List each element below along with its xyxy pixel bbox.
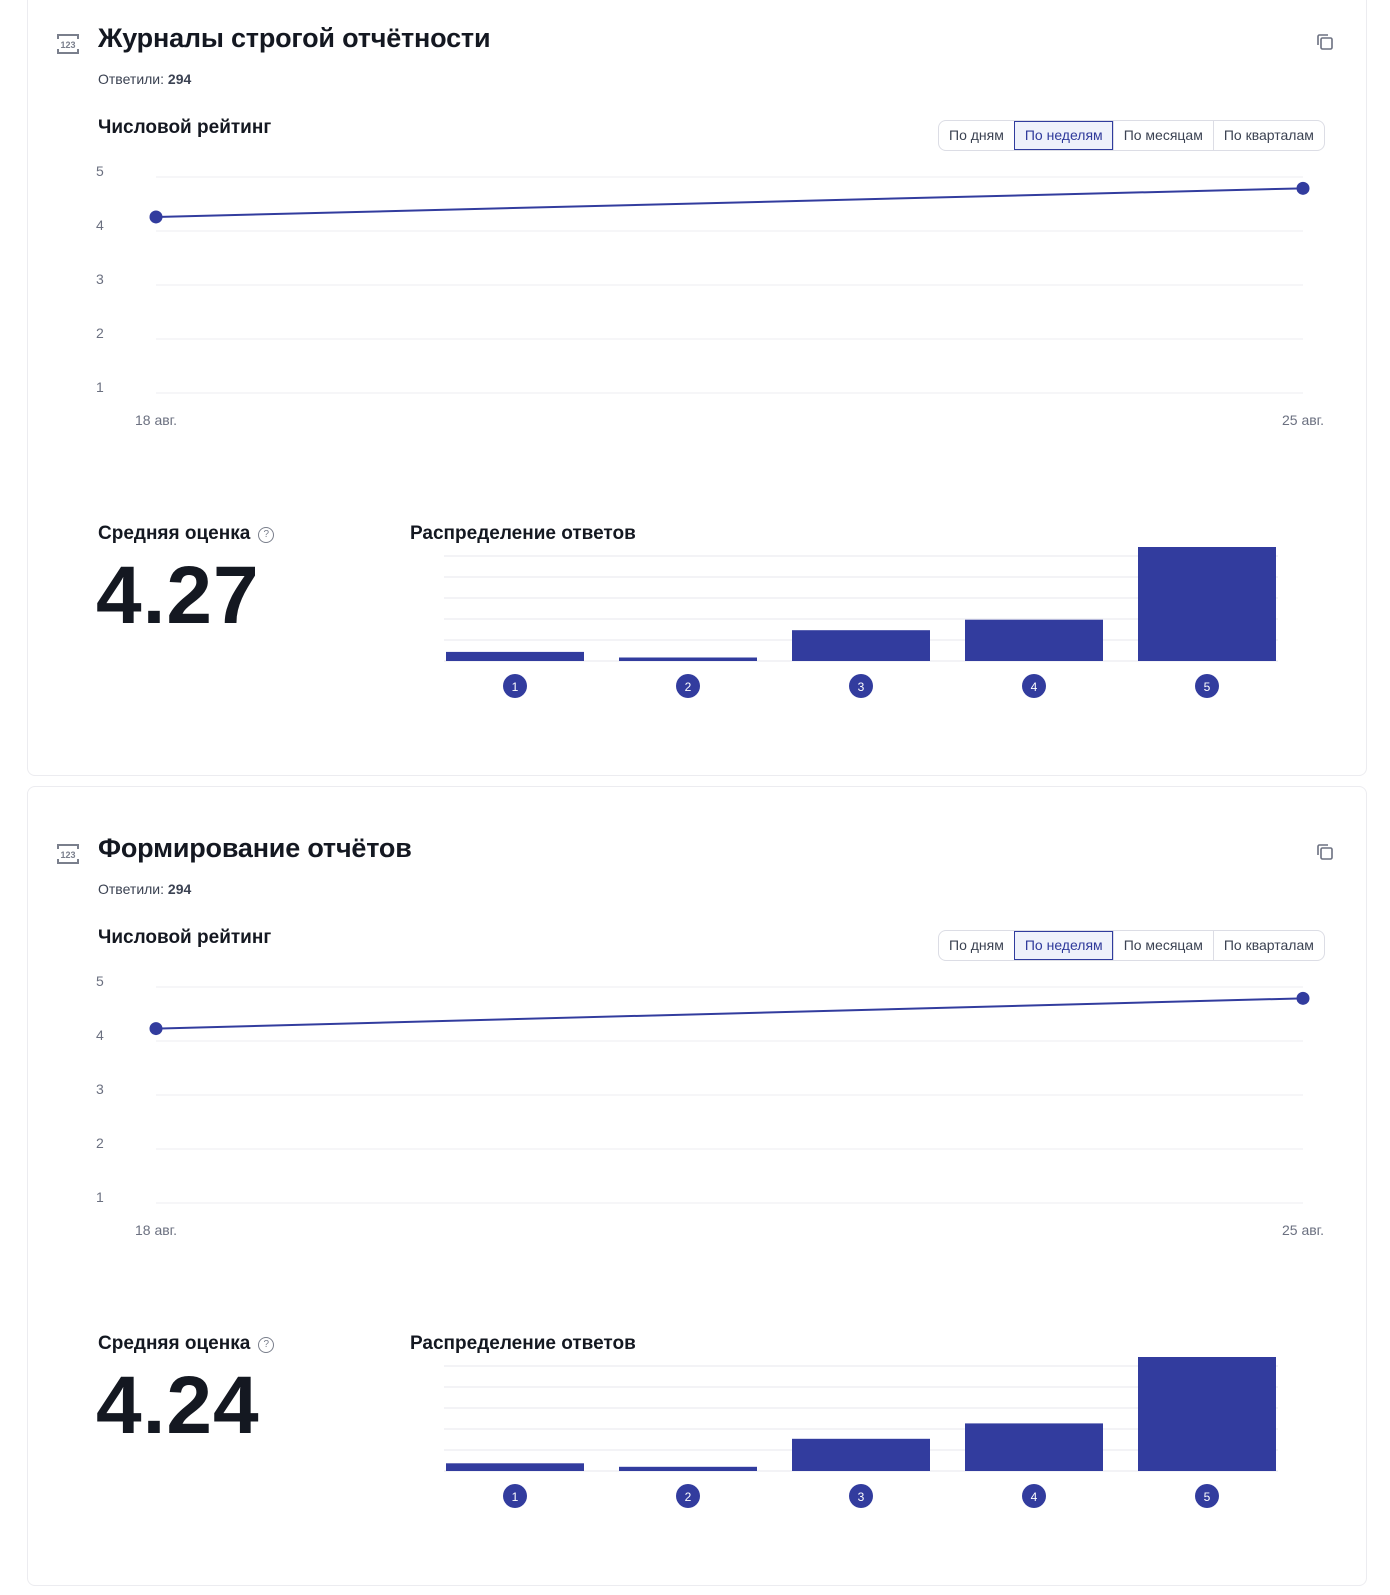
period-day-button[interactable]: По дням — [949, 937, 1004, 953]
data-point[interactable] — [149, 1022, 163, 1036]
distribution-bar[interactable] — [1138, 1357, 1276, 1471]
question-title: Журналы строгой отчётности — [98, 23, 491, 53]
svg-text:123: 123 — [60, 40, 75, 50]
copy-icon[interactable] — [1316, 843, 1334, 861]
category-badge — [503, 1484, 527, 1508]
period-week-button[interactable]: По неделям — [1013, 121, 1113, 150]
avg-label: Средняя оценка? — [98, 1333, 275, 1355]
distribution-bar[interactable] — [792, 1438, 930, 1471]
distribution-bar[interactable] — [619, 657, 757, 662]
avg-label: Средняя оценка? — [98, 523, 275, 545]
distribution-bar[interactable] — [965, 619, 1103, 661]
category-label: 1 — [512, 680, 519, 694]
series-line — [155, 997, 1304, 1030]
avg-label-text: Средняя оценка — [98, 1333, 251, 1354]
distribution-heading: Распределение ответов — [410, 523, 636, 544]
rating-heading: Числовой рейтинг — [98, 927, 272, 948]
category-badge — [1195, 674, 1219, 698]
category-label: 5 — [1204, 680, 1211, 694]
period-quarter-button[interactable]: По кварталам — [1212, 931, 1324, 960]
x-tick-label: 25 авг. — [1282, 412, 1324, 428]
y-tick-label: 2 — [96, 325, 104, 341]
distribution-bar-chart: 1 2 3 4 5 — [444, 1357, 1278, 1508]
category-label: 2 — [685, 680, 692, 694]
category-badge — [1195, 1484, 1219, 1508]
category-label: 4 — [1031, 1490, 1038, 1504]
y-tick-label: 4 — [96, 1027, 104, 1043]
distribution-bar[interactable] — [446, 651, 584, 661]
question-card: 123 Журналы строгой отчётности Ответили:… — [27, 0, 1367, 776]
avg-value: 4.27 — [96, 550, 260, 641]
x-tick-label: 18 авг. — [135, 1222, 177, 1238]
answered-count: Ответили: 294 — [98, 71, 191, 87]
avg-label-text: Средняя оценка — [98, 523, 251, 544]
period-month-button[interactable]: По месяцам — [1112, 931, 1213, 960]
y-tick-label: 5 — [96, 973, 104, 989]
distribution-bar[interactable] — [619, 1466, 757, 1471]
category-label: 5 — [1204, 1490, 1211, 1504]
series-line — [155, 187, 1304, 218]
distribution-bar-chart: 1 2 3 4 5 — [444, 547, 1278, 698]
answered-value: 294 — [167, 71, 192, 87]
rating-line-chart: 1 2 3 4 5 18 авг. 25 авг. — [96, 973, 1324, 1238]
x-tick-label: 18 авг. — [135, 412, 177, 428]
rating-heading: Числовой рейтинг — [98, 117, 272, 138]
help-icon[interactable]: ? — [258, 1337, 275, 1353]
y-tick-label: 1 — [96, 1189, 104, 1205]
category-label: 3 — [858, 1490, 865, 1504]
data-point[interactable] — [1296, 991, 1310, 1005]
category-badge — [849, 674, 873, 698]
answered-count: Ответили: 294 — [98, 881, 191, 897]
y-tick-label: 5 — [96, 163, 104, 179]
x-tick-label: 25 авг. — [1282, 1222, 1324, 1238]
category-label: 4 — [1031, 680, 1038, 694]
question-card: 123 Формирование отчётов Ответили: 294 Ч… — [27, 786, 1367, 1586]
period-month-button[interactable]: По месяцам — [1112, 121, 1213, 150]
distribution-bar[interactable] — [446, 1463, 584, 1471]
answered-value: 294 — [167, 881, 192, 897]
y-tick-label: 1 — [96, 379, 104, 395]
period-day-button[interactable]: По дням — [949, 127, 1004, 143]
period-quarter-button[interactable]: По кварталам — [1212, 121, 1324, 150]
period-switcher: По дням По неделям По месяцам По квартал… — [938, 930, 1325, 961]
svg-text:123: 123 — [60, 850, 75, 860]
distribution-bar[interactable] — [965, 1423, 1103, 1471]
copy-icon[interactable] — [1316, 33, 1334, 51]
category-badge — [1022, 1484, 1046, 1508]
period-switcher: По дням По неделям По месяцам По квартал… — [938, 120, 1325, 151]
category-label: 3 — [858, 680, 865, 694]
avg-value: 4.24 — [96, 1360, 260, 1451]
y-tick-label: 4 — [96, 217, 104, 233]
question-title: Формирование отчётов — [98, 833, 412, 863]
data-point[interactable] — [1296, 181, 1310, 195]
answered-label: Ответили: — [98, 71, 165, 87]
category-badge — [676, 1484, 700, 1508]
category-badge — [503, 674, 527, 698]
category-label: 2 — [685, 1490, 692, 1504]
category-badge — [1022, 674, 1046, 698]
category-label: 1 — [512, 1490, 519, 1504]
y-tick-label: 2 — [96, 1135, 104, 1151]
y-tick-label: 3 — [96, 1081, 104, 1097]
period-week-button[interactable]: По неделям — [1013, 931, 1113, 960]
rating-line-chart: 1 2 3 4 5 18 авг. 25 авг. — [96, 163, 1324, 428]
distribution-bar[interactable] — [792, 630, 930, 661]
category-badge — [849, 1484, 873, 1508]
category-badge — [676, 674, 700, 698]
distribution-bar[interactable] — [1138, 547, 1276, 661]
numeric-123-icon: 123 — [57, 34, 79, 54]
numeric-123-icon: 123 — [57, 844, 79, 864]
data-point[interactable] — [149, 210, 163, 224]
y-tick-label: 3 — [96, 271, 104, 287]
help-icon[interactable]: ? — [258, 527, 275, 543]
distribution-heading: Распределение ответов — [410, 1333, 636, 1354]
answered-label: Ответили: — [98, 881, 165, 897]
